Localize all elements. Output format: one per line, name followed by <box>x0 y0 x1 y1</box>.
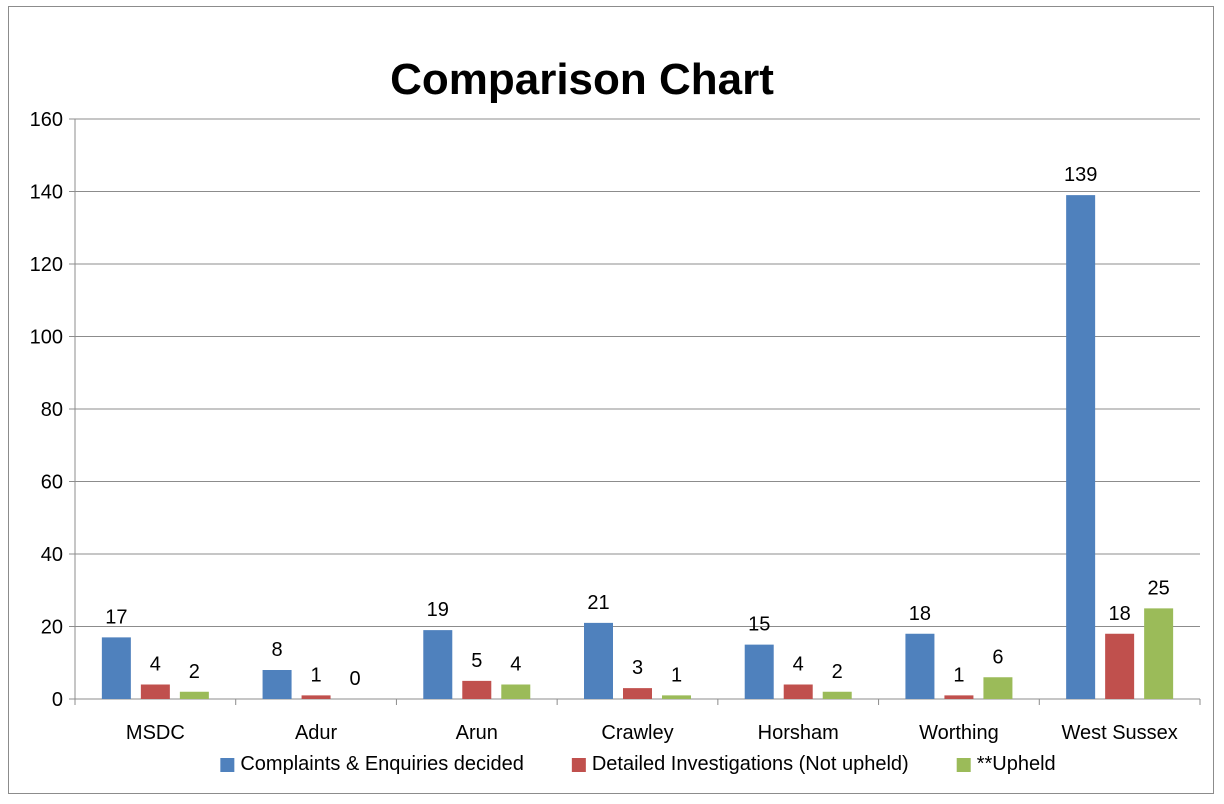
x-tick-label: Horsham <box>758 722 839 744</box>
axes <box>69 118 1201 705</box>
legend-label: Complaints & Enquiries decided <box>240 753 524 775</box>
bar <box>584 622 613 699</box>
legend: Complaints & Enquiries decided Detailed I… <box>220 753 1056 775</box>
y-tick-label: 160 <box>30 109 63 131</box>
data-label: 5 <box>471 650 482 672</box>
data-label: 3 <box>632 657 643 679</box>
chart-title: Comparison Chart <box>390 55 774 104</box>
y-tick-label: 80 <box>41 399 63 421</box>
y-tick-labels: 0 20 40 60 80 100 120 140 160 <box>30 109 63 711</box>
data-label: 0 <box>350 668 361 690</box>
bar <box>501 684 531 699</box>
data-label: 8 <box>272 639 283 661</box>
x-tick-label: Crawley <box>601 722 673 744</box>
bar <box>744 644 774 699</box>
data-label: 6 <box>992 646 1003 668</box>
data-label: 4 <box>793 654 804 676</box>
data-label: 1 <box>671 664 682 686</box>
legend-item: **Upheld <box>956 753 1056 775</box>
data-label: 21 <box>587 592 609 614</box>
data-label: 18 <box>909 603 931 625</box>
legend-swatch <box>956 758 971 772</box>
x-tick-label: West Sussex <box>1061 722 1177 744</box>
bar <box>262 670 292 699</box>
data-label: 2 <box>832 661 843 683</box>
bar <box>944 695 974 699</box>
x-tick-label: Adur <box>295 722 338 744</box>
data-label: 1 <box>311 664 322 686</box>
y-tick-label: 120 <box>30 254 63 276</box>
data-label: 2 <box>189 661 200 683</box>
y-tick-label: 0 <box>52 689 63 711</box>
data-label: 18 <box>1109 603 1131 625</box>
legend-item: Complaints & Enquiries decided <box>220 753 524 775</box>
bar <box>983 677 1013 699</box>
bars <box>101 195 1174 699</box>
legend-label: **Upheld <box>977 753 1056 775</box>
data-label: 25 <box>1148 577 1170 599</box>
legend-label: Detailed Investigations (Not upheld) <box>592 753 909 775</box>
bar <box>623 688 652 699</box>
bar <box>462 680 492 699</box>
x-tick-label: MSDC <box>126 722 185 744</box>
data-label: 139 <box>1064 164 1097 186</box>
bar <box>423 630 453 699</box>
bar <box>662 695 691 699</box>
data-label: 4 <box>150 654 161 676</box>
data-label: 15 <box>748 614 770 636</box>
data-label: 1 <box>953 664 964 686</box>
legend-item: Detailed Investigations (Not upheld) <box>571 753 909 775</box>
y-tick-label: 60 <box>41 472 63 494</box>
data-label: 19 <box>427 599 449 621</box>
legend-swatch <box>220 758 235 772</box>
bar <box>822 691 852 699</box>
data-label: 17 <box>105 606 127 628</box>
x-tick-label: Worthing <box>919 722 999 744</box>
data-label: 4 <box>510 654 521 676</box>
bar <box>1144 608 1174 699</box>
y-tick-label: 40 <box>41 544 63 566</box>
bar <box>1066 195 1096 699</box>
bar <box>301 695 331 699</box>
data-labels: 17 4 2 8 1 0 19 5 4 21 3 1 15 4 2 18 1 6 139 18 25 <box>105 164 1170 690</box>
bar <box>140 684 170 699</box>
x-tick-label: Arun <box>456 722 498 744</box>
bar <box>101 637 131 699</box>
bar <box>783 684 813 699</box>
bar <box>179 691 209 699</box>
y-tick-label: 20 <box>41 617 63 639</box>
gridlines <box>75 118 1200 627</box>
bar <box>1105 633 1135 699</box>
y-tick-label: 140 <box>30 182 63 204</box>
bar <box>905 633 935 699</box>
x-tick-labels: MSDC Adur Arun Crawley Horsham Worthing West S… <box>126 722 1178 744</box>
legend-swatch <box>571 758 586 772</box>
y-tick-label: 100 <box>30 327 63 349</box>
